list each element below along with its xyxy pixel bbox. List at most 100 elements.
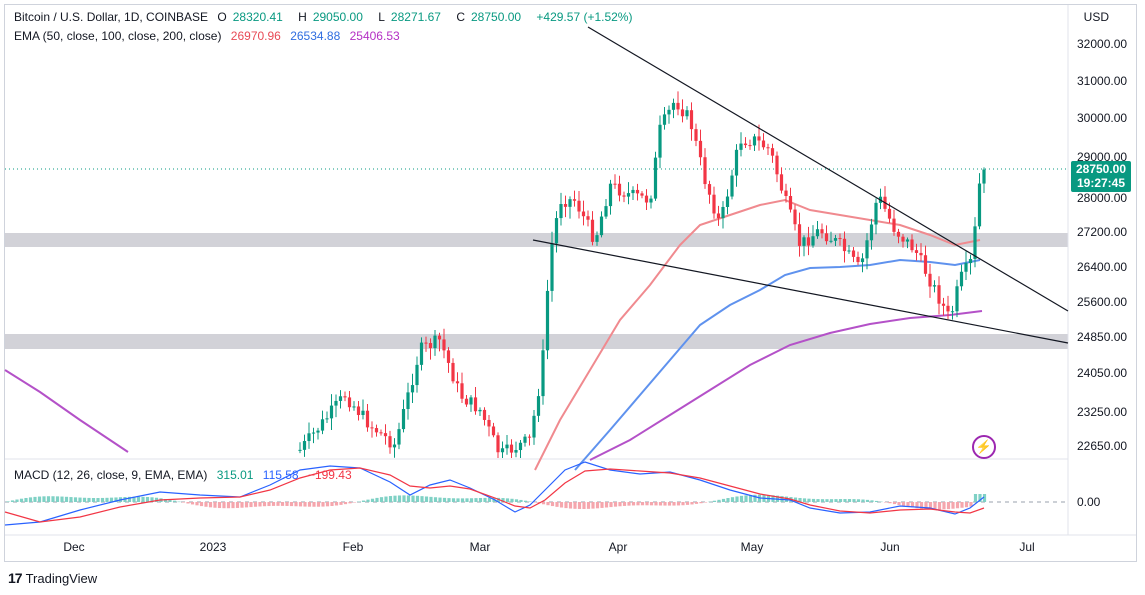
macd-bar xyxy=(847,499,852,502)
macd-bar xyxy=(415,495,420,502)
candle-body xyxy=(334,400,338,406)
candle-body xyxy=(856,256,860,263)
macd-bar xyxy=(15,499,19,502)
macd-bar xyxy=(514,499,519,502)
candle-body xyxy=(721,206,725,219)
macd-bar xyxy=(654,502,658,506)
macd-bar xyxy=(150,497,154,502)
tradingview-logo-text: TradingView xyxy=(25,570,98,586)
candle-body xyxy=(730,175,734,197)
macd-legend[interactable]: MACD (12, 26, close, 9, EMA, EMA) 315.01… xyxy=(14,468,358,482)
candle-body xyxy=(748,145,752,147)
macd-bar xyxy=(793,497,798,502)
macd-bar xyxy=(456,498,460,502)
symbol-title[interactable]: Bitcoin / U.S. Dollar, 1D, COINBASE xyxy=(14,10,209,24)
macd-bar xyxy=(303,502,307,507)
macd-bar xyxy=(366,499,370,502)
macd-bar xyxy=(874,500,879,502)
candle-body xyxy=(820,229,824,234)
candle-body xyxy=(842,238,847,252)
candle-body xyxy=(779,174,784,191)
macd-bar xyxy=(559,502,564,508)
macd-bar xyxy=(46,496,51,502)
candle-body xyxy=(347,397,352,408)
macd-bar xyxy=(213,502,217,508)
currency-label[interactable]: USD xyxy=(1083,10,1109,24)
candle-body xyxy=(428,343,433,349)
macd-bar xyxy=(384,496,388,502)
candle-body xyxy=(770,148,775,156)
macd-bar xyxy=(469,498,474,502)
candle-body xyxy=(869,224,874,241)
candle-body xyxy=(865,240,869,259)
macd-bar xyxy=(501,498,505,502)
macd-bar xyxy=(217,502,222,509)
candle-body xyxy=(752,136,757,146)
tradingview-logo[interactable]: 17 TradingView xyxy=(8,570,97,586)
macd-histogram-value: 315.01 xyxy=(216,468,254,482)
lightning-icon[interactable]: ⚡ xyxy=(972,435,996,459)
candle-body xyxy=(437,335,442,340)
candle-body xyxy=(905,239,910,242)
macd-bar xyxy=(298,502,303,507)
macd-bar xyxy=(690,502,694,505)
candle-body xyxy=(307,433,311,442)
macd-bar xyxy=(294,502,298,507)
macd-bar xyxy=(105,497,109,502)
macd-bar xyxy=(888,502,892,504)
price-tick: 29000.00 xyxy=(1077,150,1127,164)
macd-bar xyxy=(982,494,987,502)
candle-body xyxy=(617,183,622,196)
candle-body xyxy=(397,429,401,445)
last-price-tag: 28750.00 19:27:45 xyxy=(1071,161,1131,192)
candle-body xyxy=(635,189,640,194)
candle-body xyxy=(482,409,487,420)
macd-bar xyxy=(829,499,834,502)
macd-bar xyxy=(73,497,78,502)
candle-body xyxy=(761,140,766,148)
time-axis-ticks: Dec 2023 Feb Mar Apr May Jun Jul xyxy=(63,540,1034,554)
candle-body xyxy=(374,428,379,433)
candle-body xyxy=(451,362,455,382)
macd-bar xyxy=(550,502,555,507)
macd-bar xyxy=(55,496,60,502)
macd-bar xyxy=(334,502,339,506)
macd-bar xyxy=(258,502,262,507)
macd-bar xyxy=(429,496,433,502)
macd-bar xyxy=(699,502,703,504)
tradingview-logo-icon: 17 xyxy=(8,570,23,586)
time-tick: May xyxy=(741,540,764,554)
ema50-line xyxy=(534,198,981,471)
macd-bar xyxy=(519,499,523,502)
macd-bar xyxy=(973,494,978,502)
ema-legend[interactable]: EMA (50, close, 100, close, 200, close) … xyxy=(14,29,406,43)
candle-body xyxy=(892,218,896,232)
macd-bar xyxy=(658,502,663,506)
candle-body xyxy=(509,444,514,453)
candles xyxy=(298,91,986,458)
candle-body xyxy=(712,194,716,214)
candle-body xyxy=(973,226,977,259)
macd-bar xyxy=(582,502,586,509)
candle-body xyxy=(568,199,572,207)
candle-body xyxy=(653,157,658,199)
macd-bar xyxy=(618,502,622,507)
macd-bar xyxy=(591,502,595,509)
candle-body xyxy=(815,229,820,237)
candle-body xyxy=(725,196,730,207)
candle-body xyxy=(523,436,527,443)
macd-bar xyxy=(730,497,735,502)
macd-bar xyxy=(393,495,397,502)
candle-body xyxy=(932,285,937,287)
macd-bar xyxy=(343,502,348,505)
candle-body xyxy=(550,243,554,291)
macd-bar xyxy=(388,496,393,502)
macd-bar xyxy=(51,496,55,502)
chart-frame[interactable] xyxy=(4,4,1137,562)
candle-body xyxy=(784,190,788,197)
candle-body xyxy=(662,114,667,125)
candle-body xyxy=(370,427,374,429)
candle-body xyxy=(338,396,343,401)
macd-bar xyxy=(478,497,483,502)
